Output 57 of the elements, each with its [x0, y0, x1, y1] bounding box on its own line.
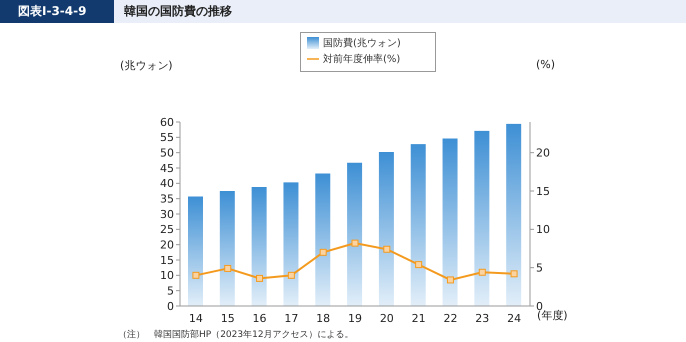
y-tick-label: 55	[160, 131, 174, 144]
x-tick-label: 23	[475, 312, 490, 325]
point	[352, 240, 358, 247]
y-tick-label: 45	[160, 162, 174, 175]
bar	[347, 162, 362, 306]
bar	[315, 174, 330, 306]
x-tick-label: 19	[348, 312, 362, 325]
bar	[283, 182, 298, 306]
point	[224, 264, 232, 272]
point	[192, 272, 200, 279]
point	[510, 270, 518, 278]
bar	[220, 191, 235, 306]
x-tick-label: 15	[220, 312, 235, 325]
x-tick-label: 24	[507, 312, 522, 325]
bar	[188, 196, 203, 306]
x-tick-label: 16	[252, 312, 267, 325]
y2-tick-label: 10	[536, 223, 550, 236]
y-tick-label: 10	[160, 269, 174, 282]
y-tick-label: 20	[160, 238, 174, 252]
point	[478, 268, 486, 276]
point	[320, 248, 327, 256]
point	[288, 272, 295, 279]
y-tick-label: 30	[160, 208, 174, 221]
x-tick-label: 22	[443, 312, 458, 325]
bar	[474, 130, 490, 306]
point	[383, 246, 390, 253]
legend-label: 対前年度伸率(%)	[323, 54, 400, 65]
y-tick-label: 35	[160, 192, 174, 206]
point	[256, 274, 264, 282]
y-tick-label: 15	[160, 254, 174, 267]
chart-title: 韓国の国防費の推移	[124, 3, 232, 20]
text: （注） 韓国国防部HP（2023年12月アクセス）による。	[118, 328, 354, 341]
point	[415, 261, 422, 268]
bar	[410, 144, 426, 306]
y-axis-title: (兆ウォン)	[120, 58, 173, 73]
text: 図表Ⅰ-3-4-9	[0, 0, 114, 23]
y-tick-label: 50	[160, 146, 174, 160]
y2-axis-title: (%)	[536, 58, 556, 71]
x-tick-label: 17	[284, 312, 298, 325]
y-tick-label: 5	[167, 284, 174, 298]
point	[446, 276, 454, 284]
legend-label: 国防費(兆ウォン)	[323, 38, 401, 49]
x-tick-label: 18	[316, 312, 330, 325]
y2-tick-label: 5	[536, 262, 543, 275]
y-tick-label: 0	[167, 300, 174, 313]
x-tick-label: 21	[412, 312, 426, 325]
bar	[506, 124, 522, 306]
bar	[442, 138, 458, 306]
x-tick-label: 14	[188, 312, 203, 325]
y-tick-label: 25	[160, 223, 174, 236]
y-tick-label: 40	[160, 177, 174, 190]
x-tick-label: 20	[380, 312, 394, 325]
y-tick-label: 60	[160, 116, 174, 129]
bar	[252, 187, 267, 306]
y2-tick-label: 20	[536, 146, 550, 160]
y2-tick-label: 15	[536, 184, 550, 198]
bar	[378, 152, 394, 306]
